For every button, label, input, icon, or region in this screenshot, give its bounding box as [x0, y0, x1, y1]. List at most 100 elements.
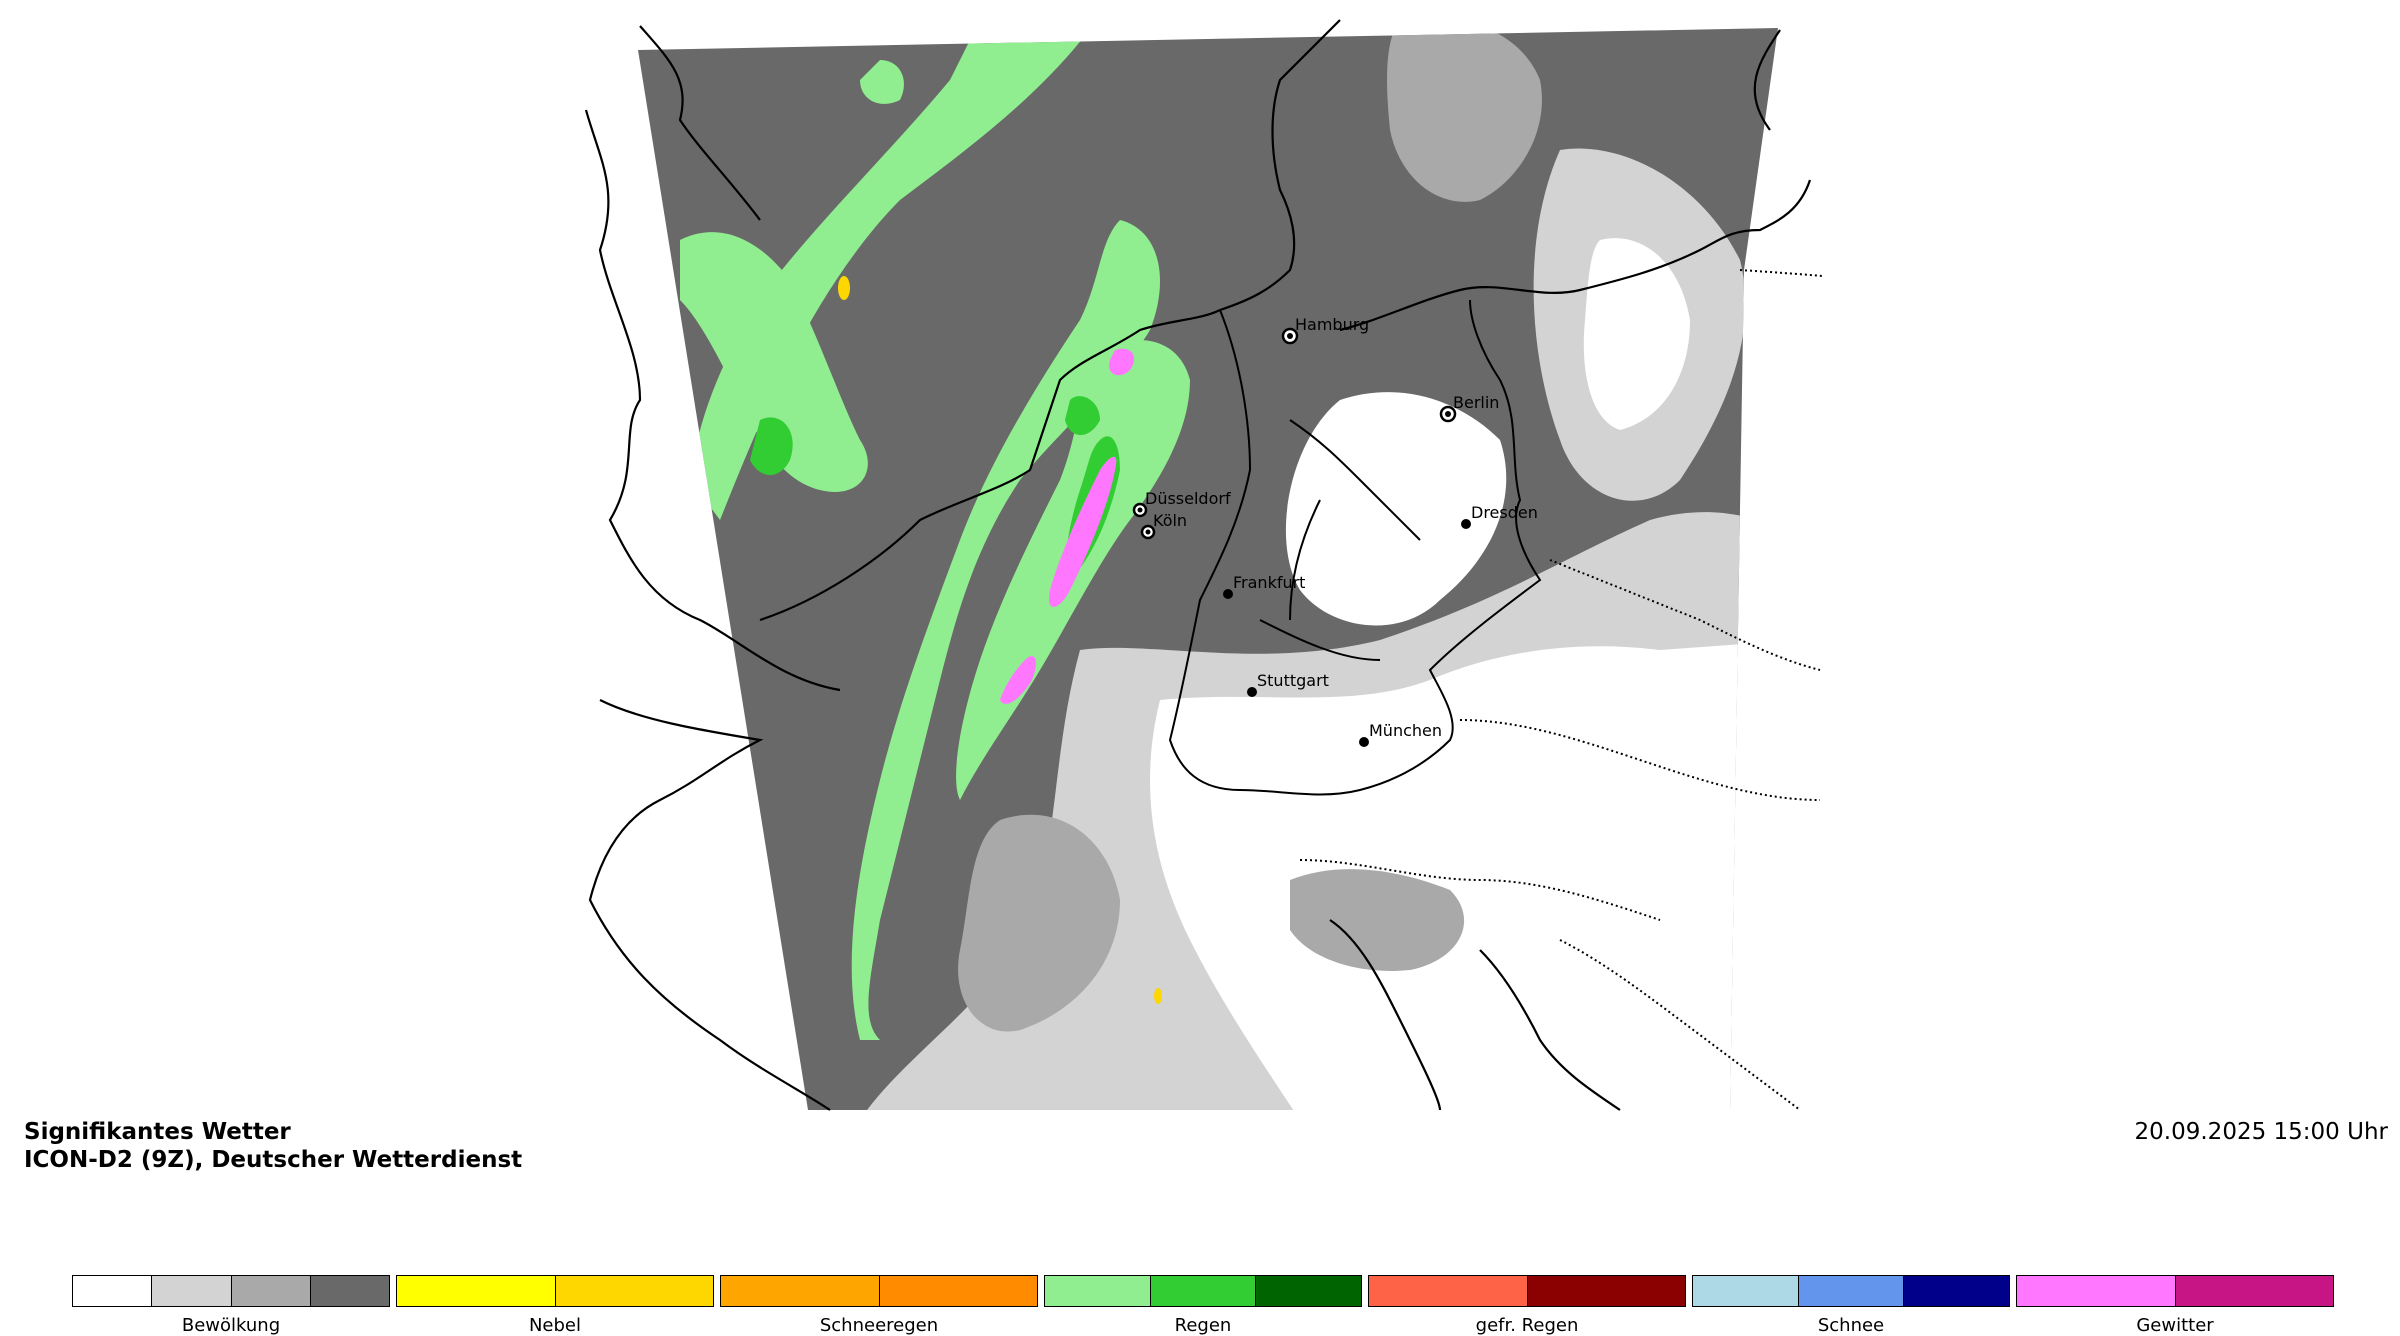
coast-adriatic [1479, 949, 1621, 1111]
coast-italy [1329, 919, 1442, 1111]
legend-swatch [231, 1276, 311, 1306]
legend-group-bewölkung: Bewölkung [72, 1275, 390, 1336]
border-austria [1459, 719, 1821, 801]
legend-swatch [397, 1276, 556, 1306]
cloud-field [638, 28, 1778, 1110]
city-label-berlin: Berlin [1453, 393, 1499, 412]
legend-swatch [73, 1276, 153, 1306]
city-label-muenchen: München [1369, 721, 1442, 740]
rain-band-north [690, 28, 1110, 520]
legend-swatch [1693, 1276, 1799, 1306]
legend-label: Gewitter [2136, 1315, 2214, 1336]
legend-label: Nebel [528, 1315, 582, 1336]
city-label-stuttgart: Stuttgart [1257, 671, 1329, 690]
coast-sweden [1753, 29, 1781, 131]
legend-bar [1044, 1275, 1362, 1307]
city-marker-dot [1287, 333, 1293, 339]
rain-band-channel [680, 232, 868, 492]
german-border [1168, 299, 1542, 796]
legend-group-schnee: Schnee [1692, 1275, 2010, 1336]
legend-swatch [2017, 1276, 2176, 1306]
city-dresden: Dresden [1461, 503, 1538, 529]
city-hamburg: Hamburg [1281, 315, 1369, 345]
legend-group-schneeregen: Schneeregen [720, 1275, 1038, 1336]
map-subtitle: ICON-D2 (9Z), Deutscher Wetterdienst [24, 1147, 523, 1173]
fog-spot [838, 276, 850, 300]
map-title-block: Signifikantes Wetter ICON-D2 (9Z), Deuts… [24, 1118, 522, 1174]
rain-patch-small [860, 60, 904, 104]
legend-bar [1692, 1275, 2010, 1307]
city-berlin: Berlin [1439, 393, 1499, 423]
legend-swatch [879, 1276, 1037, 1306]
legend-label: gefr. Regen [1475, 1315, 1579, 1336]
legend-group-regen: Regen [1044, 1275, 1362, 1336]
legend-bar [396, 1275, 714, 1307]
legend-swatch [1798, 1276, 1905, 1306]
legend-label: Regen [1174, 1315, 1232, 1336]
legend-group-nebel: Nebel [396, 1275, 714, 1336]
fog-spot-2 [1154, 988, 1162, 1004]
city-marker [1223, 589, 1233, 599]
city-label-hamburg: Hamburg [1295, 315, 1369, 334]
city-frankfurt: Frankfurt [1223, 573, 1305, 599]
legend-label: Schneeregen [819, 1315, 939, 1336]
thunderstorm-cell [1049, 456, 1117, 607]
city-label-dresden: Dresden [1471, 503, 1538, 522]
legend-swatch [1527, 1276, 1685, 1306]
forecast-timestamp: 20.09.2025 15:00 Uhr [2134, 1119, 2388, 1145]
city-marker-dot [1145, 529, 1151, 535]
state-borders [1259, 419, 1421, 661]
legend-swatch [721, 1276, 880, 1306]
border-czech-poland [1549, 559, 1821, 671]
legend-bar [720, 1275, 1038, 1307]
city-marker [1247, 687, 1257, 697]
clear-area-center [1285, 392, 1507, 626]
border-baltic-sea [1739, 269, 1823, 277]
moderate-rain-patch [750, 417, 793, 475]
city-label-frankfurt: Frankfurt [1233, 573, 1305, 592]
moderate-rain-patch-2 [1065, 396, 1100, 435]
legend-swatch [310, 1276, 389, 1306]
legend-swatch [152, 1276, 232, 1306]
city-marker-dot [1137, 507, 1143, 513]
city-label-duesseldorf: Düsseldorf [1145, 489, 1231, 508]
city-label-koeln: Köln [1153, 511, 1187, 530]
mid-cloud-alps [1290, 869, 1465, 971]
city-marker [1359, 737, 1369, 747]
legend-swatch [1150, 1276, 1257, 1306]
legend-bar [2016, 1275, 2334, 1307]
legend-bar [72, 1275, 390, 1307]
coast-britain-north [639, 25, 761, 221]
thunderstorm-cell-2 [1109, 348, 1135, 376]
city-duesseldorf: Düsseldorf [1132, 489, 1231, 518]
city-marker-dot [1445, 411, 1451, 417]
legend-label: Schnee [1817, 1315, 1885, 1336]
coast-baltic [1339, 179, 1812, 332]
city-marker [1461, 519, 1471, 529]
color-legend: Bewölkung Nebel Schneeregen Regen gefr. Rege… [72, 1275, 2334, 1336]
legend-group-gewitter: Gewitter [2016, 1275, 2334, 1336]
rain-band-main [851, 220, 1160, 1040]
coast-denmark [1219, 19, 1341, 312]
coast-france-west [588, 699, 831, 1111]
city-muenchen: München [1359, 721, 1442, 747]
legend-swatch [2175, 1276, 2333, 1306]
city-koeln: Köln [1140, 511, 1187, 540]
coast-channel-benelux [759, 309, 1221, 622]
coastlines [584, 19, 1812, 1111]
country-borders-dotted [1299, 269, 1823, 1111]
legend-swatch [1256, 1276, 1362, 1306]
border-alps [1299, 859, 1661, 921]
city-stuttgart: Stuttgart [1247, 671, 1329, 697]
mid-cloud-north [1387, 28, 1542, 202]
coast-britain-east [584, 109, 841, 692]
legend-swatch [1369, 1276, 1528, 1306]
legend-label: Bewölkung [181, 1315, 281, 1336]
map-title: Signifikantes Wetter [24, 1119, 291, 1145]
mid-cloud-southwest [958, 814, 1120, 1032]
clear-area-east [1583, 238, 1690, 430]
city-markers: Hamburg Berlin Düsseldorf Köln Dresden [1132, 315, 1538, 747]
legend-bar [1368, 1275, 1686, 1307]
